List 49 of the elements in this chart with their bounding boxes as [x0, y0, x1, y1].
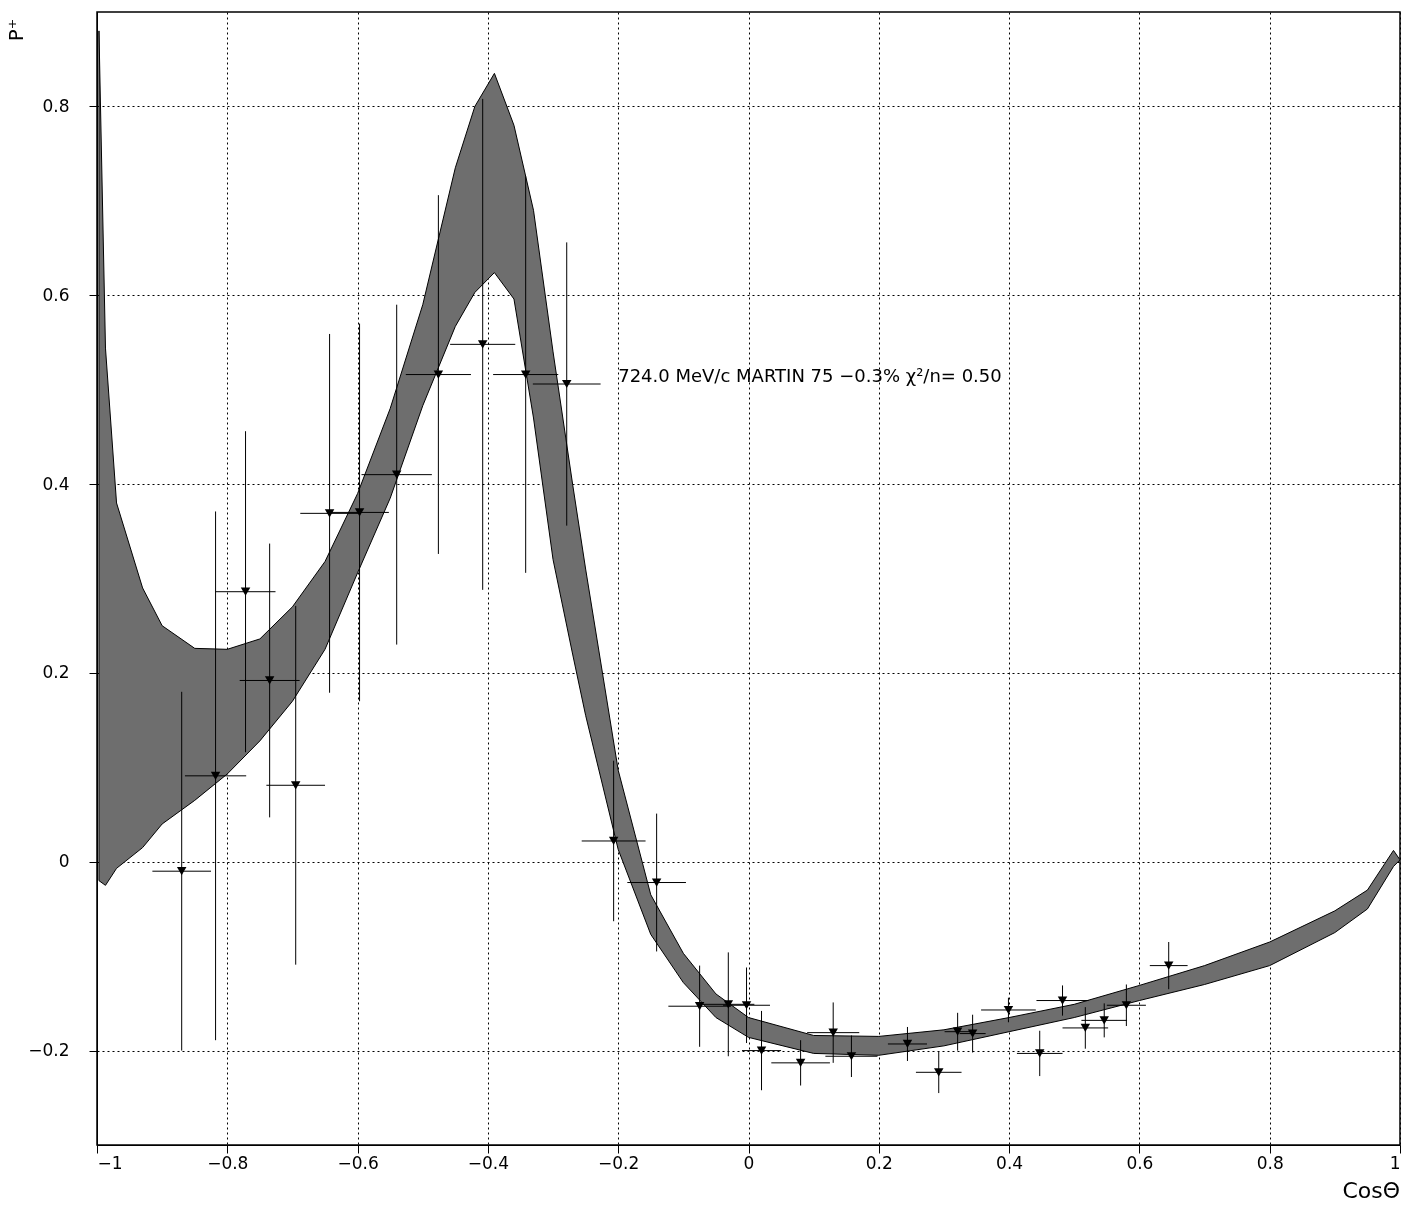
y-tick-label: 0.6: [42, 284, 70, 305]
y-tick-label: 0: [58, 851, 70, 872]
point: [240, 587, 251, 596]
x-tick-label: 0.2: [865, 1152, 893, 1173]
point: [354, 508, 365, 517]
point: [846, 1052, 857, 1061]
point: [967, 1029, 978, 1038]
x-tick-label: −0.4: [467, 1152, 510, 1173]
point: [1099, 1016, 1109, 1025]
point: [324, 509, 335, 518]
point: [723, 1000, 734, 1009]
point: [290, 781, 301, 790]
point: [433, 370, 444, 379]
point: [952, 1027, 963, 1036]
point: [756, 1046, 767, 1055]
point: [608, 836, 619, 846]
y-tick-label: 0.4: [42, 473, 70, 494]
x-tick-label: 0.4: [996, 1152, 1024, 1173]
point: [795, 1058, 806, 1067]
x-tick-label: −0.6: [337, 1152, 379, 1173]
point: [477, 340, 488, 349]
point: [1034, 1049, 1045, 1058]
y-tick-label: −0.2: [28, 1040, 70, 1061]
point: [391, 470, 402, 479]
y-tick-label: 0.8: [42, 95, 70, 116]
point: [1121, 1001, 1132, 1010]
annotation: 724.0 MeV/c MARTIN 75 −0.3% χ²/n= 0.50: [618, 364, 1002, 386]
x-tick-label: 0.6: [1126, 1152, 1154, 1173]
point: [1080, 1023, 1091, 1033]
x-tick-label: −1: [97, 1152, 123, 1173]
point: [561, 379, 572, 389]
point: [210, 771, 221, 780]
point: [1003, 1005, 1014, 1015]
point: [264, 676, 275, 685]
point: [176, 867, 187, 876]
point: [651, 878, 662, 887]
x-tick-label: −0.8: [207, 1152, 249, 1173]
x-tick-label: 0: [743, 1152, 755, 1173]
x-tick-label: 1: [1389, 1152, 1401, 1173]
point: [1057, 996, 1068, 1005]
point: [933, 1068, 944, 1077]
point: [694, 1002, 705, 1011]
y-tick-label: 0.2: [42, 662, 70, 683]
point: [520, 370, 531, 379]
x-tick-label: 0.8: [1256, 1152, 1284, 1173]
point: [741, 1001, 752, 1010]
x-tick-label: −0.2: [598, 1152, 640, 1173]
x-axis-title: CosΘ: [1342, 1178, 1400, 1203]
y-axis-title: P⁺: [4, 18, 28, 42]
